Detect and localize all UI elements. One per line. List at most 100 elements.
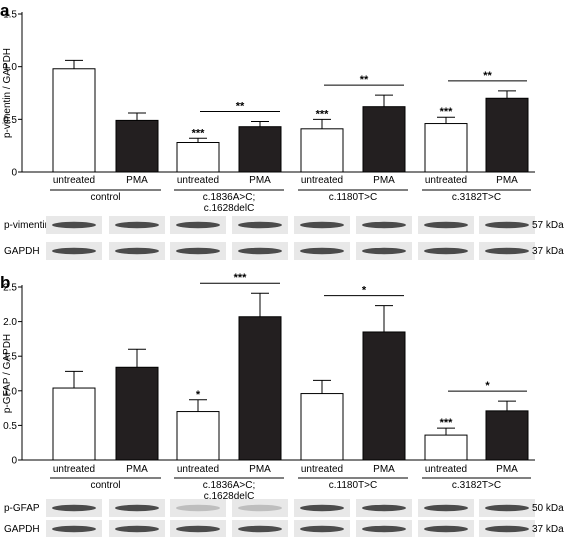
group-label-line: c.1628delC xyxy=(204,203,255,214)
group-label: c.1836A>C; c.1628delC xyxy=(203,192,256,214)
group-label-line: c.1836A>C; xyxy=(203,192,256,203)
bar xyxy=(52,387,96,461)
bar xyxy=(176,411,220,461)
y-tick-label: 1.5 xyxy=(3,10,17,21)
bracket-significance: * xyxy=(362,285,367,297)
blot-band xyxy=(238,525,282,533)
panel-letter: a xyxy=(0,1,10,20)
bar xyxy=(362,106,406,173)
bar xyxy=(300,393,344,461)
bar xyxy=(424,123,468,173)
y-axis-label: p-GFAP / GAPDH xyxy=(2,334,13,413)
blot-band xyxy=(52,247,96,255)
category-label: PMA xyxy=(249,175,271,186)
blot-band xyxy=(362,504,406,512)
blot-kda-label: 57 kDa xyxy=(532,220,564,231)
blot-band xyxy=(362,221,406,229)
blot-band xyxy=(115,525,159,533)
category-label: PMA xyxy=(126,175,148,186)
category-label: untreated xyxy=(301,175,343,186)
blot-band xyxy=(52,221,96,229)
blot-band xyxy=(485,504,529,512)
category-label: PMA xyxy=(249,464,271,475)
bar xyxy=(115,366,159,461)
bar xyxy=(424,434,468,461)
category-label: PMA xyxy=(496,464,518,475)
blot-band xyxy=(424,525,468,533)
blot-band xyxy=(362,525,406,533)
panel-b: b p-GFAP / GAPDH 0 0.5 1.0 1.5 2.0 2.5 untreated… xyxy=(0,272,564,537)
blot-band xyxy=(424,247,468,255)
group-label-line: control xyxy=(90,192,120,203)
blot-label: GAPDH xyxy=(4,246,40,257)
group-label: control xyxy=(90,480,120,491)
category-label: untreated xyxy=(301,464,343,475)
blot-band xyxy=(176,247,220,255)
bracket-significance: * xyxy=(485,380,490,392)
significance-label: *** xyxy=(440,417,454,429)
blot-band xyxy=(176,525,220,533)
blot-band xyxy=(424,504,468,512)
group-label-line: c.3182T>C xyxy=(452,480,501,491)
significance-label: * xyxy=(196,389,201,401)
significance-label: *** xyxy=(316,108,330,120)
blot-band xyxy=(300,504,344,512)
group-label-line: c.1180T>C xyxy=(329,192,377,203)
group-label: control xyxy=(90,192,120,203)
y-tick-label: 0 xyxy=(11,456,17,467)
y-tick-label: 0 xyxy=(11,168,17,179)
y-tick-label: 1.0 xyxy=(3,386,17,397)
y-tick-label: 1.0 xyxy=(3,62,17,73)
blot-band xyxy=(238,221,282,229)
category-label: untreated xyxy=(425,175,467,186)
y-tick-label: 0.5 xyxy=(3,421,17,432)
category-label: PMA xyxy=(496,175,518,186)
panel-letter: b xyxy=(0,273,10,292)
bar xyxy=(362,331,406,461)
bar xyxy=(485,97,529,173)
bar xyxy=(238,126,282,173)
blot-band xyxy=(238,504,282,512)
category-label: PMA xyxy=(126,464,148,475)
y-tick-label: 2.0 xyxy=(3,317,17,328)
group-label-line: c.3182T>C xyxy=(452,192,501,203)
group-label: c.3182T>C xyxy=(452,480,501,491)
blot-label: p-vimentin xyxy=(4,220,50,231)
blot-label: GAPDH xyxy=(4,524,40,535)
group-label: c.1180T>C xyxy=(329,192,377,203)
blot-label: p-GFAP xyxy=(4,503,40,514)
group-label: c.3182T>C xyxy=(452,192,501,203)
significance-label: *** xyxy=(440,106,454,118)
blot-kda-label: 50 kDa xyxy=(532,503,564,514)
blot-band xyxy=(115,247,159,255)
bracket-significance: *** xyxy=(234,272,248,284)
blot-band xyxy=(52,525,96,533)
blot-band xyxy=(300,221,344,229)
group-label-line: c.1836A>C; xyxy=(203,480,256,491)
category-label: PMA xyxy=(373,464,395,475)
bracket-significance: ** xyxy=(360,74,369,86)
blot-band xyxy=(115,221,159,229)
group-label-line: c.1180T>C xyxy=(329,480,377,491)
bar xyxy=(115,119,159,173)
blot-band xyxy=(485,525,529,533)
category-label: untreated xyxy=(177,464,219,475)
blot-kda-label: 37 kDa xyxy=(532,524,564,535)
category-label: untreated xyxy=(425,464,467,475)
category-label: untreated xyxy=(53,175,95,186)
bar xyxy=(300,128,344,173)
blot-kda-label: 37 kDa xyxy=(532,246,564,257)
blot-band xyxy=(300,525,344,533)
y-axis-label: p-vimentin / GAPDH xyxy=(2,48,13,138)
bracket-significance: ** xyxy=(483,70,492,82)
category-label: untreated xyxy=(53,464,95,475)
group-label: c.1180T>C xyxy=(329,480,377,491)
group-label: c.1836A>C; c.1628delC xyxy=(203,480,256,502)
bar xyxy=(176,142,220,173)
blot-band xyxy=(115,504,159,512)
bar xyxy=(238,316,282,461)
bracket-significance: ** xyxy=(236,100,245,112)
group-label-line: c.1628delC xyxy=(204,491,255,502)
blot-band xyxy=(176,221,220,229)
bar xyxy=(52,68,96,173)
